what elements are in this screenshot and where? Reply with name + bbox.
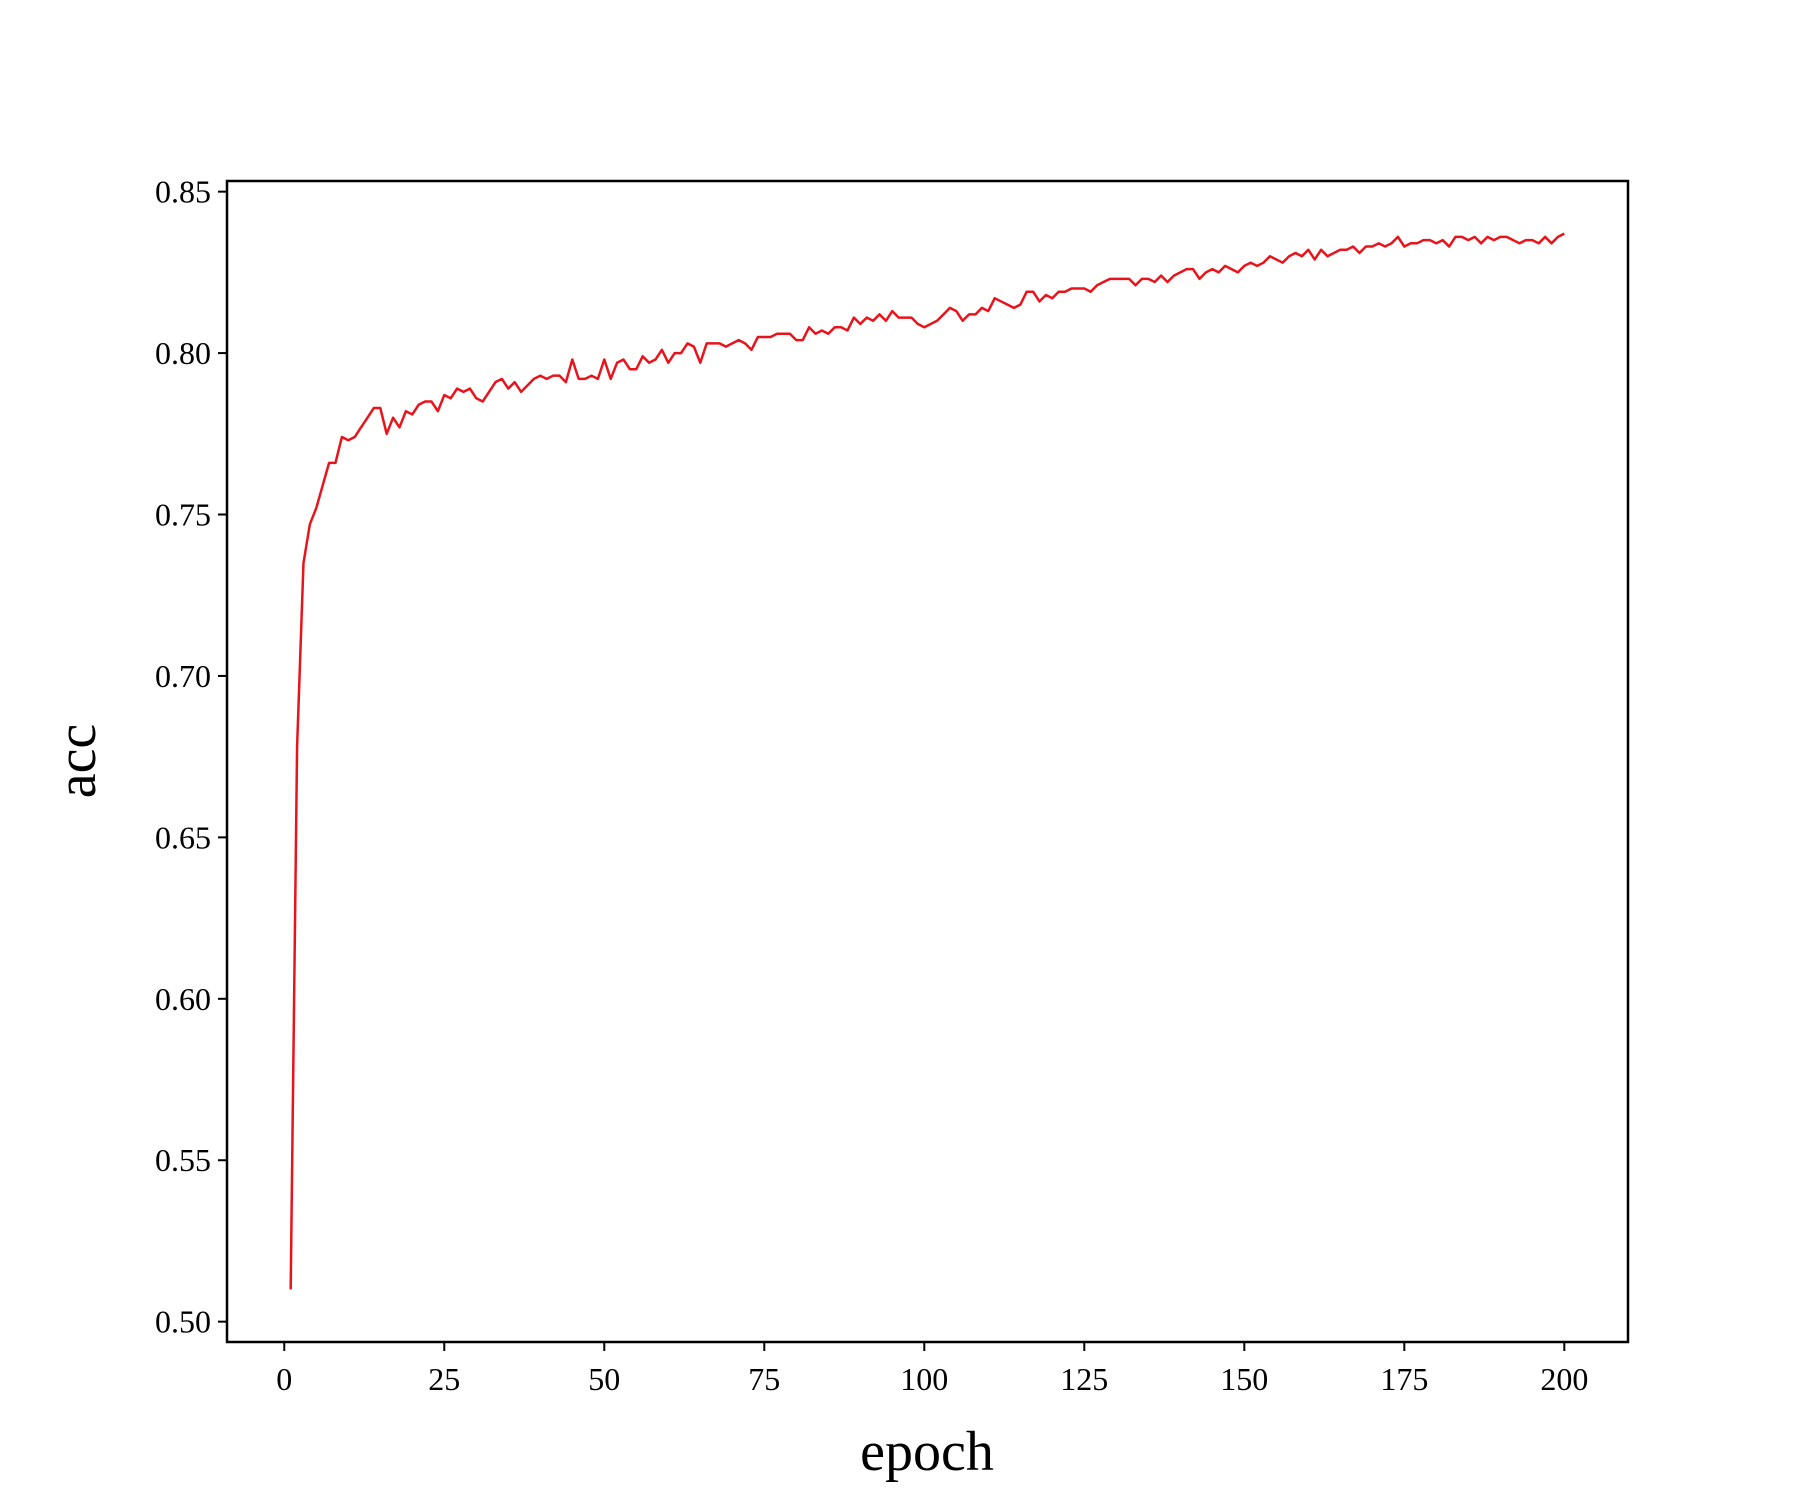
x-tick-label: 50: [588, 1361, 620, 1397]
x-tick-label: 0: [276, 1361, 292, 1397]
y-tick-label: 0.70: [155, 658, 211, 694]
y-tick-label: 0.85: [155, 174, 211, 210]
x-tick-label: 150: [1220, 1361, 1268, 1397]
x-tick-label: 125: [1060, 1361, 1108, 1397]
x-tick-label: 75: [748, 1361, 780, 1397]
y-tick-label: 0.60: [155, 981, 211, 1017]
y-tick-label: 0.50: [155, 1304, 211, 1340]
y-tick-label: 0.65: [155, 819, 211, 855]
y-tick-label: 0.80: [155, 335, 211, 371]
plot-frame: [225, 179, 1630, 1344]
y-tick-label: 0.75: [155, 497, 211, 533]
y-axis-label: acc: [46, 724, 108, 799]
x-tick-label: 200: [1540, 1361, 1588, 1397]
x-axis-label: epoch: [860, 1421, 994, 1483]
y-tick-label: 0.55: [155, 1142, 211, 1178]
x-tick-label: 25: [428, 1361, 460, 1397]
x-tick-label: 175: [1380, 1361, 1428, 1397]
x-tick-label: 100: [900, 1361, 948, 1397]
data-line: [289, 232, 1565, 1290]
